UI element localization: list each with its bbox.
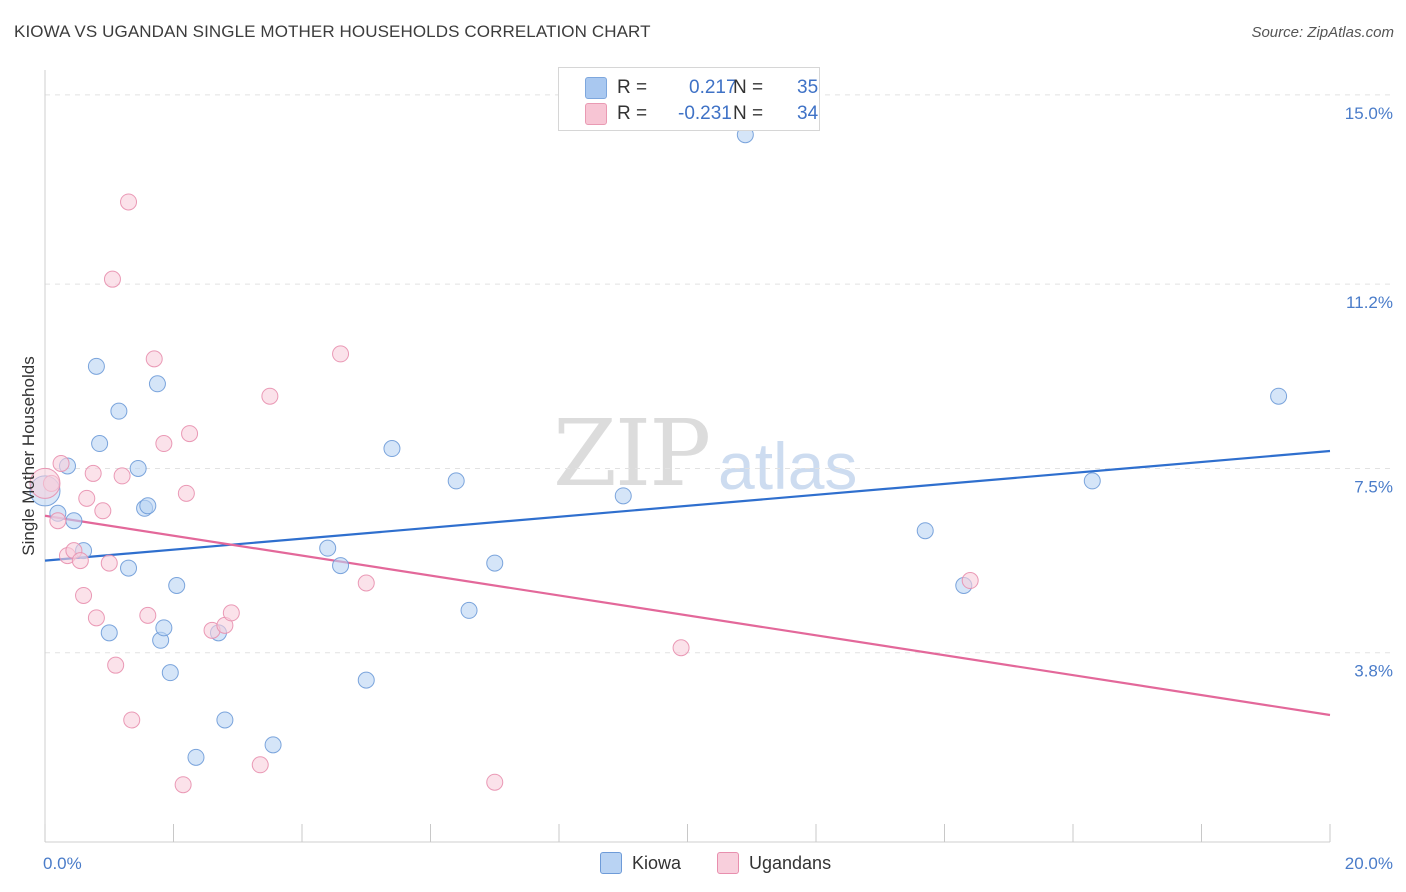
ugandans-point	[181, 425, 199, 443]
kiowa-point	[614, 487, 632, 505]
ugandans-point	[103, 270, 121, 288]
chart-title: KIOWA VS UGANDAN SINGLE MOTHER HOUSEHOLD…	[14, 22, 651, 41]
y-tick-label: 7.5%	[1354, 477, 1393, 496]
legend-item-kiowa: Kiowa	[600, 852, 681, 874]
y-tick-label: 15.0%	[1345, 104, 1393, 123]
ugandans-point	[78, 489, 96, 507]
y-axis-label: Single Mother Households	[19, 356, 38, 556]
n-value: 35	[797, 77, 819, 98]
n-value: 34	[797, 103, 819, 124]
kiowa-point	[264, 736, 282, 754]
tick-labels: 3.8% 7.5% 11.2% 15.0% 0.0% 20.0%	[43, 104, 1393, 873]
y-tick-label: 3.8%	[1354, 662, 1393, 681]
grid-lines	[45, 94, 1392, 654]
kiowa-point	[916, 522, 934, 540]
kiowa-point	[87, 357, 105, 375]
ugandans-point	[145, 350, 163, 368]
kiowa-point	[100, 624, 118, 642]
ugandans-point	[672, 639, 690, 657]
watermark-zip: ZIP	[553, 400, 711, 507]
n-label: N =	[733, 77, 764, 98]
y-tick-label: 11.2%	[1346, 293, 1393, 312]
ugandans-point	[84, 464, 102, 482]
legend-label-kiowa: Kiowa	[632, 852, 682, 873]
watermark-atlas: atlas	[718, 429, 858, 503]
kiowa-point	[332, 557, 350, 575]
ugandans-point	[113, 467, 131, 485]
kiowa-point	[139, 497, 157, 515]
kiowa-point	[155, 619, 173, 637]
kiowa-point	[110, 402, 128, 420]
legend-item-ugandans: Ugandans	[717, 852, 831, 874]
ugandans-point	[261, 387, 279, 405]
kiowa-point	[168, 576, 186, 594]
ugandans-point	[107, 656, 125, 674]
kiowa-point	[1083, 472, 1101, 490]
kiowa-swatch	[600, 852, 622, 874]
ugandans-point	[87, 609, 105, 627]
ugandans-point	[94, 502, 112, 520]
r-value: -0.231	[678, 103, 732, 124]
kiowa-point	[65, 512, 83, 530]
r-label: R =	[617, 77, 648, 98]
axes	[44, 70, 1331, 843]
ugandans-point	[174, 776, 192, 794]
kiowa-point	[187, 748, 205, 766]
ugandans-point	[29, 467, 61, 499]
kiowa-point	[1270, 387, 1288, 405]
ugandans-swatch	[585, 103, 607, 125]
ugandans-point	[71, 552, 89, 570]
ugandans-point	[139, 606, 157, 624]
ugandans-point	[155, 435, 173, 453]
kiowa-point	[129, 459, 147, 477]
kiowa-point	[161, 664, 179, 682]
kiowa-trend-line	[44, 449, 1331, 562]
ugandans-point	[100, 554, 118, 572]
x-tick-label-right: 20.0%	[1345, 854, 1393, 873]
ugandans-point	[486, 773, 504, 791]
ugandans-point	[52, 454, 70, 472]
kiowa-point	[357, 671, 375, 689]
ugandans-point	[251, 756, 269, 774]
kiowa-swatch	[585, 77, 607, 99]
kiowa-point	[447, 472, 465, 490]
kiowa-point	[486, 554, 504, 572]
kiowa-point	[460, 601, 478, 619]
source-attribution: Source: ZipAtlas.com	[1251, 24, 1394, 41]
kiowa-point	[319, 539, 337, 557]
ugandans-point	[357, 574, 375, 592]
ugandans-trend-line	[44, 514, 1331, 717]
kiowa-point	[120, 559, 138, 577]
ugandans-point	[49, 512, 67, 530]
ugandans-point	[123, 711, 141, 729]
n-label: N =	[733, 103, 764, 124]
r-label: R =	[617, 103, 648, 124]
legend-label-ugandans: Ugandans	[749, 852, 832, 873]
kiowa-point	[383, 440, 401, 458]
ugandans-swatch	[717, 852, 739, 874]
x-tick-label-left: 0.0%	[43, 854, 82, 873]
ugandans-point	[332, 345, 350, 363]
data-points	[29, 126, 1288, 794]
ugandans-point	[75, 586, 93, 604]
correlation-legend: R = 0.217 N = 35 R = -0.231 N = 34	[558, 67, 820, 131]
kiowa-point	[216, 711, 234, 729]
ugandans-point	[222, 604, 240, 622]
kiowa-point	[91, 435, 109, 453]
ugandans-point	[961, 572, 979, 590]
kiowa-point	[148, 375, 166, 393]
ugandans-point	[120, 193, 138, 211]
trend-lines	[44, 449, 1331, 717]
r-value: 0.217	[689, 77, 737, 98]
ugandans-point	[177, 484, 195, 502]
